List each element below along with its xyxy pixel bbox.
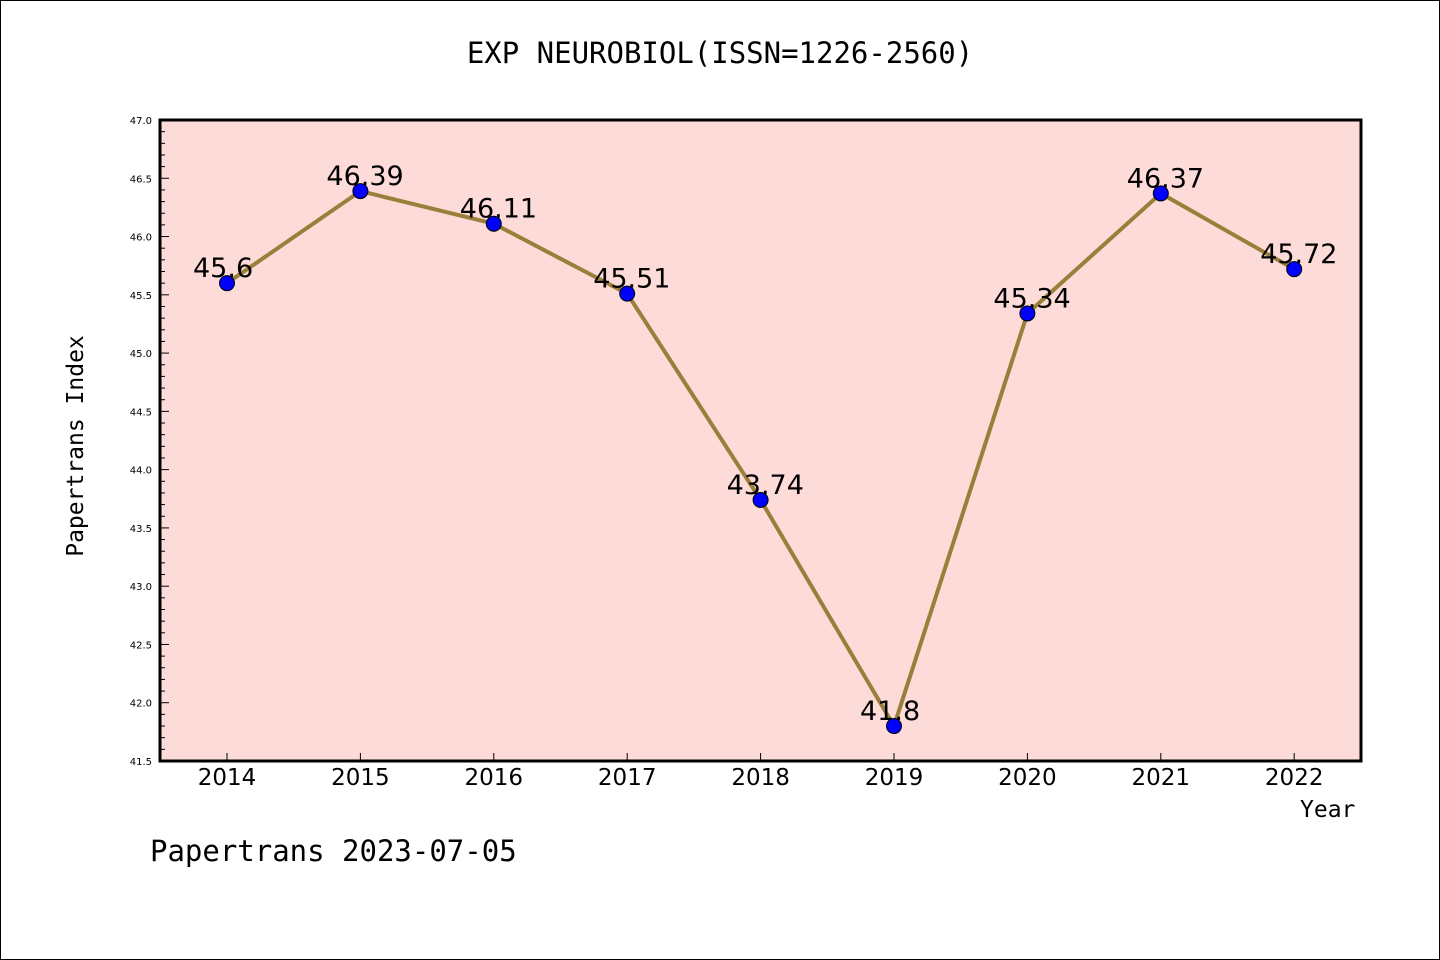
x-tick-label: 2021: [1132, 765, 1191, 791]
y-tick-label: 45.0: [130, 349, 152, 360]
y-tick-label: 43.0: [130, 582, 152, 593]
data-label: 41.8: [860, 696, 920, 727]
y-tick-label: 42.0: [130, 699, 152, 710]
data-label: 45.51: [593, 264, 670, 295]
x-tick-label: 2019: [865, 765, 924, 791]
y-tick-label: 45.5: [130, 291, 152, 302]
data-label: 46.37: [1127, 163, 1204, 194]
chart-title: EXP NEUROBIOL(ISSN=1226-2560): [466, 36, 974, 70]
series-markers: [219, 183, 1303, 735]
y-tick-label: 41.5: [130, 757, 152, 768]
y-tick-label: 47.0: [130, 116, 152, 127]
data-point: [886, 718, 902, 735]
data-label: 46.11: [460, 194, 537, 225]
data-label: 46.39: [326, 161, 403, 192]
y-axis: 41.5 42.0 42.5 43.0 43.5 44.0 44.5 45.0 45.5 46.0…: [130, 116, 169, 768]
y-tick-label: 44.5: [130, 407, 152, 418]
data-point: [1019, 305, 1036, 322]
y-tick-label: 43.5: [130, 524, 152, 535]
data-labels: 45.6 46.39 46.11 45.51 43.74 41.8 45.34 46.37 45…: [193, 161, 1337, 727]
data-point: [219, 275, 235, 292]
data-label: 45.72: [1260, 239, 1337, 270]
x-axis-label: Year: [1300, 797, 1356, 823]
data-point: [352, 183, 369, 200]
x-tick-label: 2015: [331, 765, 390, 791]
data-point: [752, 491, 769, 508]
data-point: [485, 215, 502, 232]
data-point: [1286, 261, 1303, 278]
data-point: [1152, 185, 1169, 202]
y-tick-label: 44.0: [130, 466, 152, 477]
plot-area: [160, 120, 1361, 761]
data-label: 45.34: [993, 283, 1070, 314]
x-tick-label: 2014: [198, 765, 257, 791]
data-point: [619, 285, 636, 302]
y-tick-label: 46.0: [130, 233, 152, 244]
footer-credit: Papertrans 2023-07-05: [150, 834, 517, 868]
x-tick-label: 2018: [731, 765, 790, 791]
x-tick-label: 2022: [1265, 765, 1324, 791]
x-tick-label: 2017: [598, 765, 657, 791]
x-tick-label: 2020: [998, 765, 1057, 791]
y-tick-label: 46.5: [130, 174, 152, 185]
y-tick-label: 42.5: [130, 640, 152, 651]
x-axis: 2014 2015 2016 2017 2018 2019 2020 2021 2022: [198, 753, 1324, 791]
plot-border: [158, 118, 1363, 763]
x-tick-label: 2016: [465, 765, 524, 791]
data-label: 43.74: [727, 470, 804, 501]
data-label: 45.6: [193, 253, 253, 284]
